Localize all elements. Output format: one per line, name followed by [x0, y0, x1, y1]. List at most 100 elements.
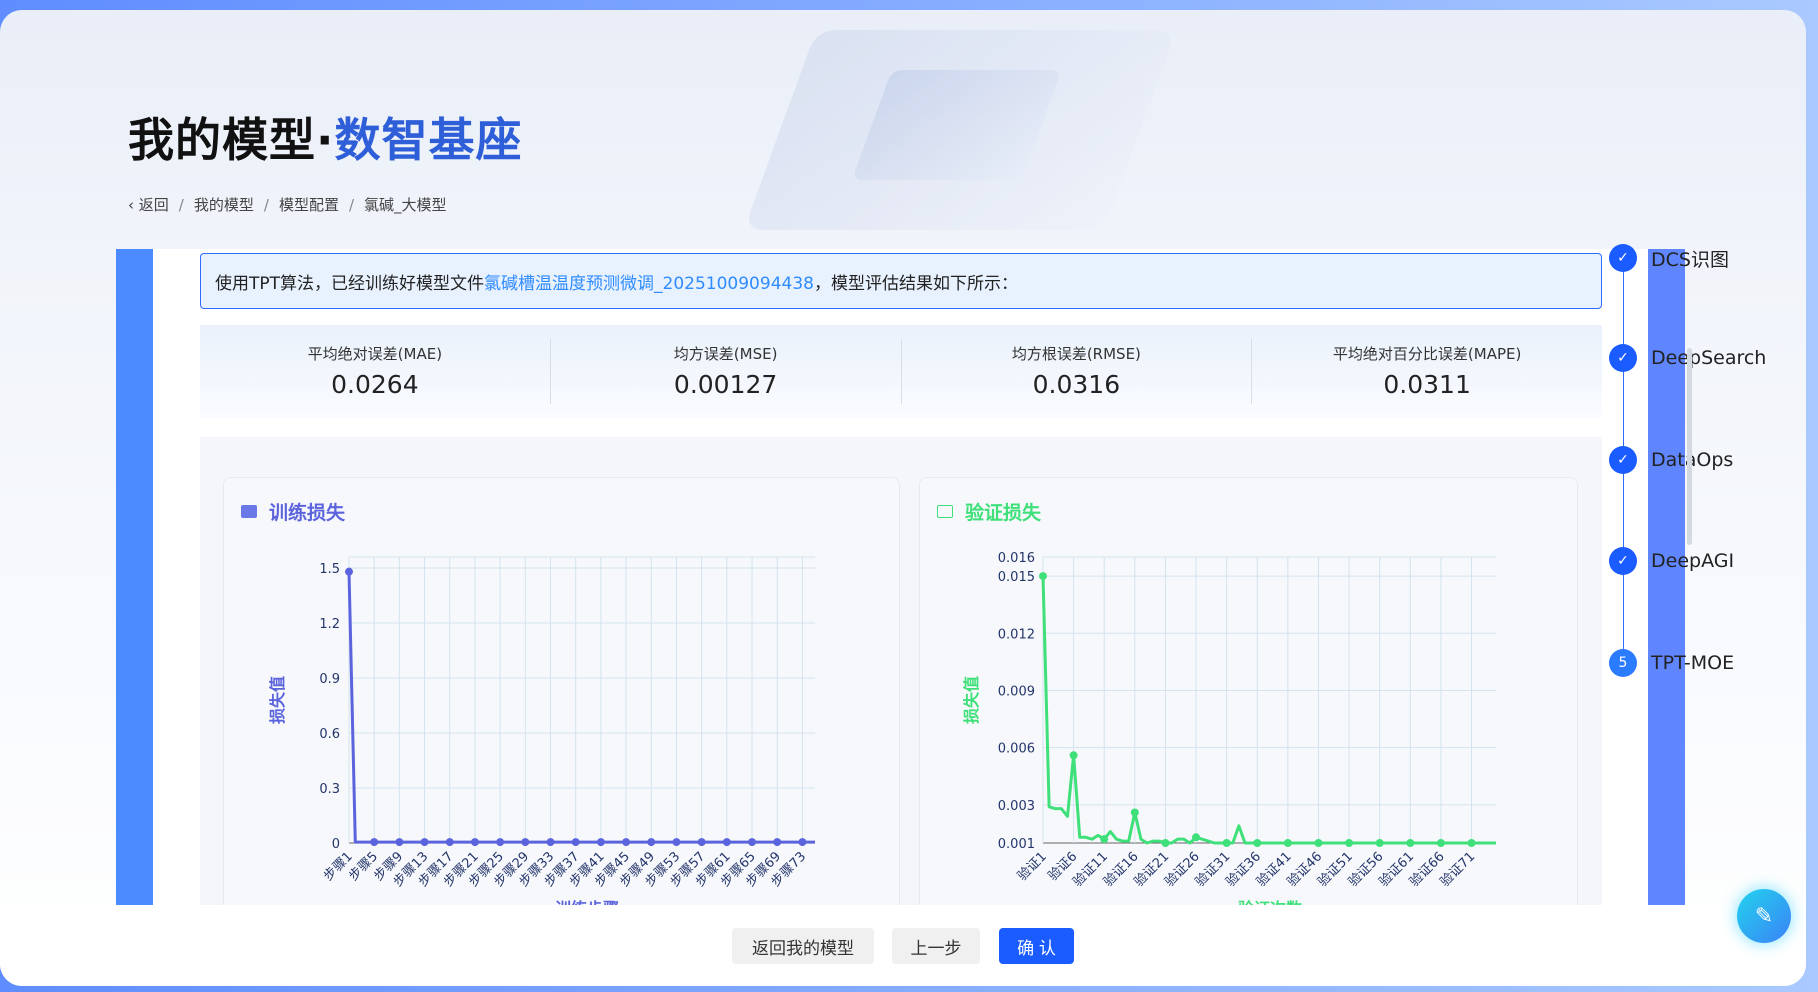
previous-step-button[interactable]: 上一步 [892, 928, 980, 964]
breadcrumb-my-models[interactable]: 我的模型 [193, 196, 254, 214]
feedback-button[interactable]: ✎ [1737, 889, 1791, 943]
step-label: DCS识图 [1651, 248, 1729, 271]
metric-label: 均方误差(MSE) [673, 345, 778, 363]
step-dcs[interactable]: ✓ DCS识图 [1609, 244, 1729, 272]
metric-label: 平均绝对百分比误差(MAPE) [1332, 345, 1522, 363]
data-point [1314, 839, 1323, 847]
data-point [672, 838, 681, 847]
presentation-chart-icon [937, 505, 953, 518]
y-tick-label: 0.9 [319, 672, 340, 687]
validation-loss-title: 验证损失 [937, 498, 1041, 525]
step-tpt-moe[interactable]: 5 TPT-MOE [1609, 649, 1734, 677]
data-point [470, 838, 479, 847]
data-point [622, 838, 631, 847]
data-point [697, 838, 706, 847]
y-tick-label: 0.015 [998, 570, 1035, 585]
separator: / [348, 195, 355, 214]
metric-value: 0.0316 [1032, 370, 1121, 399]
y-tick-label: 0.012 [998, 627, 1035, 642]
left-accent-bar [116, 249, 153, 909]
y-tick-label: 0 [332, 837, 340, 852]
step-label: DeepAGI [1651, 550, 1735, 572]
data-point [1069, 751, 1078, 760]
data-point [1253, 839, 1262, 847]
data-point [1161, 839, 1170, 847]
data-point [345, 567, 353, 576]
line-chart-icon [241, 505, 257, 518]
data-point [1345, 839, 1354, 847]
metric-rmse: 均方根误差(RMSE) 0.0316 [902, 339, 1253, 404]
data-point [1130, 808, 1139, 817]
metrics-panel: 平均绝对误差(MAE) 0.0264 均方误差(MSE) 0.00127 均方根误差… [200, 325, 1602, 418]
data-point [748, 838, 757, 847]
result-info-box: 使用TPT算法，已经训练好模型文件 氯碱槽温温度预测微调_202510090944… [200, 253, 1602, 309]
data-point [647, 838, 656, 847]
y-tick-label: 0.003 [998, 799, 1035, 814]
info-prefix: 使用TPT算法，已经训练好模型文件 [215, 273, 485, 294]
step-label: TPT-MOE [1651, 652, 1735, 674]
data-point [571, 838, 580, 847]
data-point [1283, 839, 1292, 847]
back-link[interactable]: ‹ 返回 [128, 194, 169, 215]
metric-label: 平均绝对误差(MAE) [307, 345, 443, 363]
data-point [395, 838, 404, 847]
data-point [420, 838, 429, 847]
y-axis-title: 损失值 [268, 676, 287, 724]
loss-line [347, 571, 815, 844]
data-point [1222, 839, 1231, 847]
data-point [722, 838, 731, 847]
training-loss-title: 训练损失 [241, 498, 345, 525]
x-tick-label: 验证1 [1014, 849, 1050, 885]
page-title: 我的模型·数智基座 [128, 104, 522, 170]
title-main: 我的模型· [128, 113, 335, 167]
y-tick-label: 1.5 [319, 562, 340, 577]
step-label: DataOps [1651, 449, 1734, 471]
data-point [1039, 572, 1047, 581]
chart-title: 训练损失 [269, 502, 346, 524]
metric-label: 均方根误差(RMSE) [1011, 345, 1141, 363]
metric-value: 0.00127 [673, 370, 778, 399]
x-tick-label: 验证71 [1437, 849, 1478, 890]
breadcrumb: ‹ 返回 / 我的模型 / 模型配置 / 氯碱_大模型 [128, 194, 447, 215]
validation-loss-card [919, 477, 1578, 937]
back-label: 返回 [138, 196, 169, 214]
data-point [445, 838, 454, 847]
data-point [1436, 839, 1445, 847]
metric-value: 0.0311 [1383, 370, 1471, 399]
data-point [596, 838, 605, 847]
step-deepsearch[interactable]: ✓ DeepSearch [1609, 344, 1766, 372]
back-to-models-button[interactable]: 返回我的模型 [732, 928, 874, 964]
data-point [1100, 835, 1109, 844]
metric-mse: 均方误差(MSE) 0.00127 [551, 339, 902, 404]
training-loss-card [223, 477, 900, 937]
step-deepagi[interactable]: ✓ DeepAGI [1609, 547, 1734, 575]
y-tick-label: 0.006 [998, 742, 1035, 757]
data-point [546, 838, 555, 847]
data-point [1406, 839, 1415, 847]
check-icon: ✓ [1609, 344, 1637, 372]
data-point [773, 838, 782, 847]
scrollbar[interactable] [1687, 348, 1692, 545]
loss-line [1041, 576, 1496, 845]
confirm-button[interactable]: 确 认 [999, 928, 1074, 964]
check-icon: ✓ [1609, 244, 1637, 272]
separator: / [178, 195, 184, 214]
separator: / [263, 195, 269, 214]
breadcrumb-model-config[interactable]: 模型配置 [278, 196, 339, 214]
step-dataops[interactable]: ✓ DataOps [1609, 446, 1733, 474]
breadcrumb-current: 氯碱_大模型 [364, 196, 447, 214]
y-axis-title: 损失值 [962, 676, 981, 724]
right-accent-bar [1648, 249, 1685, 909]
data-point [370, 838, 379, 847]
chart-title: 验证损失 [965, 502, 1042, 524]
model-file-link[interactable]: 氯碱槽温温度预测微调_20251009094438 [484, 273, 814, 294]
title-highlight: 数智基座 [334, 113, 523, 167]
y-tick-label: 0.001 [998, 837, 1035, 852]
chevron-left-icon: ‹ [128, 196, 134, 214]
data-point [496, 838, 505, 847]
y-tick-label: 0.3 [319, 782, 340, 797]
y-tick-label: 0.6 [319, 727, 340, 742]
metric-mae: 平均绝对误差(MAE) 0.0264 [200, 339, 551, 404]
y-tick-label: 0.016 [998, 551, 1035, 566]
